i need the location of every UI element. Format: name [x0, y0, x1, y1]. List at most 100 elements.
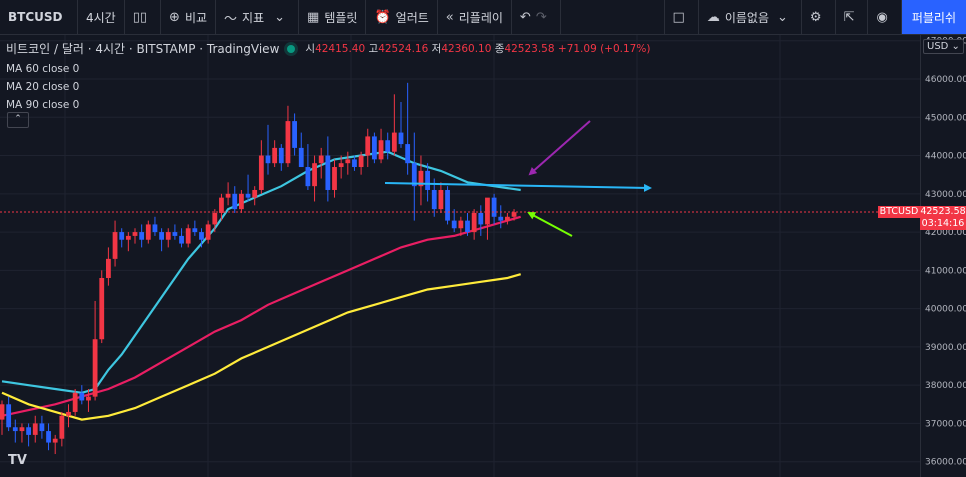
fullscreen-button[interactable]: ⇱: [836, 0, 869, 34]
candle-body: [298, 147, 304, 168]
candle-body: [445, 189, 450, 221]
collapse-legend-button[interactable]: ⌃: [7, 112, 29, 128]
candle-body: [278, 147, 284, 164]
chevron-down-icon: ⌄: [777, 9, 788, 25]
candle-body: [192, 228, 198, 233]
plus-circle-icon: ⊕: [169, 9, 180, 25]
ma20-line: [1, 150, 521, 394]
candle-body: [139, 232, 145, 240]
candle-body: [132, 232, 138, 236]
undo-redo-group: ↶ ↷: [512, 0, 561, 34]
currency-select[interactable]: USD ⌄: [923, 39, 964, 54]
ma-60-legend[interactable]: MA 60 close 0: [6, 63, 80, 75]
candle-body: [46, 431, 51, 443]
templates-button[interactable]: ▦ 템플릿: [299, 0, 367, 34]
alerts-label: 얼러트: [395, 10, 429, 25]
candle-body: [219, 197, 224, 213]
camera-icon: ◉: [876, 9, 888, 25]
open-key: 시: [305, 43, 316, 55]
candle-body: [505, 216, 510, 221]
green-arrow-drawing[interactable]: [527, 212, 573, 237]
candle-body: [465, 220, 470, 233]
candle-body: [6, 404, 12, 428]
change-value: +71.09 (+0.17%): [557, 43, 651, 55]
candle-body: [265, 155, 271, 164]
candle-body: [66, 411, 71, 416]
indicators-button[interactable]: 〜 지표 ⌄: [216, 0, 300, 34]
templates-label: 템플릿: [324, 10, 358, 25]
layout-name-button[interactable]: ☁ 이름없음 ⌄: [699, 0, 802, 34]
candle-body: [345, 159, 351, 164]
candle-body: [0, 404, 5, 420]
price-tick-label: 38000.00: [925, 381, 966, 391]
symbol-search-button[interactable]: BTCUSD: [0, 0, 78, 34]
ma60-line: [1, 215, 522, 417]
bar-type-button[interactable]: ▯▯: [125, 0, 162, 34]
tradingview-logo[interactable]: TV: [8, 453, 27, 468]
candle-body: [199, 232, 204, 240]
templates-icon: ▦: [307, 9, 320, 25]
undo-icon[interactable]: ↶: [519, 9, 531, 25]
price-tick-label: 45000.00: [925, 113, 966, 123]
symbol-description: 비트코인 / 달러 · 4시간 · BITSTAMP · TradingView: [6, 42, 280, 56]
candle-body: [92, 339, 98, 397]
candle-body: [451, 220, 457, 229]
interval-button[interactable]: 4시간: [78, 0, 125, 34]
candle-body: [106, 258, 111, 279]
publish-label: 퍼블리쉬: [911, 10, 956, 25]
indicators-icon: 〜: [224, 11, 238, 27]
replay-button[interactable]: « 리플레이: [438, 0, 512, 34]
indicators-label: 지표: [242, 10, 265, 25]
alarm-clock-icon: ⏰: [374, 9, 391, 25]
fullscreen-layout-button[interactable]: □: [665, 0, 699, 34]
cyan-trend-arrow-drawing[interactable]: [384, 182, 652, 192]
symbol-label: BTCUSD: [8, 10, 63, 24]
bar-countdown-value: 03:14:16: [921, 218, 965, 230]
candle-body: [398, 132, 404, 145]
candle-body: [112, 232, 118, 259]
candle-body: [418, 170, 424, 187]
drawing-annotations[interactable]: [384, 120, 652, 237]
moving-average-lines: [1, 150, 522, 421]
currency-label: USD: [927, 41, 949, 52]
candle-body: [72, 392, 78, 412]
candle-body: [12, 427, 18, 432]
redo-icon[interactable]: ↷: [535, 9, 547, 25]
candle-body: [411, 163, 417, 187]
alerts-button[interactable]: ⏰ 얼러트: [366, 0, 438, 34]
candle-body: [159, 232, 164, 240]
candle-body: [365, 136, 371, 156]
ma-90-legend[interactable]: MA 90 close 0: [6, 99, 80, 111]
price-tick-label: 41000.00: [925, 266, 966, 276]
ma-20-legend[interactable]: MA 20 close 0: [6, 81, 80, 93]
candle-body: [325, 155, 331, 190]
candle-body: [232, 193, 238, 210]
toolbar-spacer: [561, 0, 665, 34]
snapshot-button[interactable]: ◉: [868, 0, 902, 34]
candle-body: [239, 193, 244, 210]
low-key: 저: [431, 43, 442, 55]
legend-title-row: 비트코인 / 달러 · 4시간 · BITSTAMP · TradingView…: [6, 40, 650, 57]
last-price-symbol-tag: BTCUSD: [878, 206, 920, 219]
price-tick-label: 36000.00: [925, 458, 966, 468]
purple-arrow-drawing[interactable]: [528, 120, 591, 176]
candle-body: [438, 189, 444, 210]
candle-body: [378, 140, 384, 160]
low-value: 42360.10: [441, 43, 492, 55]
candle-body: [99, 278, 105, 340]
gear-icon: ⚙: [809, 9, 822, 25]
candle-body: [272, 147, 278, 164]
ma90-line: [1, 273, 522, 421]
close-value: 42523.58: [504, 43, 555, 55]
compare-button[interactable]: ⊕ 비교: [161, 0, 217, 34]
candle-body: [245, 193, 251, 198]
candle-body: [332, 167, 337, 190]
candle-body: [478, 212, 484, 225]
bar-countdown-tag: 03:14:16: [920, 218, 966, 231]
chevron-down-icon: ⌄: [274, 9, 286, 25]
price-chart[interactable]: [0, 35, 920, 477]
candle-body: [252, 189, 258, 198]
publish-button[interactable]: 퍼블리쉬: [901, 0, 966, 34]
settings-button[interactable]: ⚙: [802, 0, 836, 34]
price-axis[interactable]: 47000.0046000.0045000.0044000.0043000.00…: [920, 35, 966, 477]
